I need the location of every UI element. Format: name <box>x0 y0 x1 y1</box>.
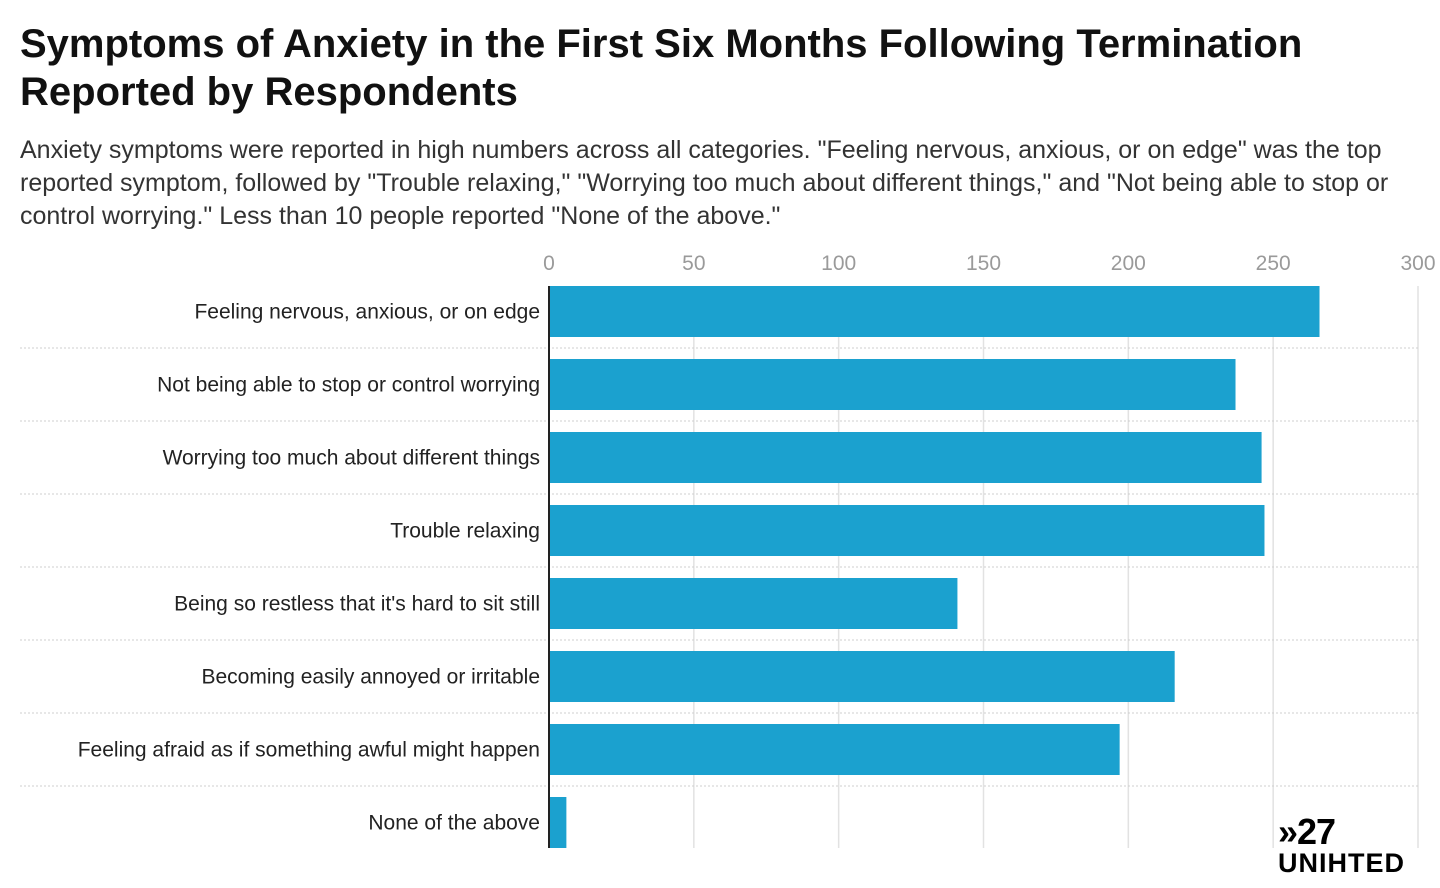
category-label: Not being able to stop or control worryi… <box>157 374 540 397</box>
row-separators <box>20 347 1418 787</box>
bars <box>549 286 1320 848</box>
category-label: Feeling afraid as if something awful mig… <box>78 739 540 762</box>
logo-mark: »27 <box>1278 811 1336 852</box>
x-tick-label-250: 250 <box>1256 252 1291 275</box>
chart-subtitle: Anxiety symptoms were reported in high n… <box>20 136 1389 230</box>
x-axis-ticks: 0 50 100 150 200 250 300 <box>543 252 1435 275</box>
bar <box>549 286 1320 337</box>
bar <box>549 797 567 848</box>
brand-logo: »27 UNIHTED <box>1278 811 1428 879</box>
category-label: Feeling nervous, anxious, or on edge <box>194 301 540 324</box>
category-label: None of the above <box>368 812 540 835</box>
x-tick-label-100: 100 <box>821 252 856 275</box>
bar <box>549 432 1262 483</box>
bar <box>549 505 1265 556</box>
x-tick-label-150: 150 <box>966 252 1001 275</box>
logo-wordmark: UNIHTED <box>1278 848 1405 878</box>
bar <box>549 724 1120 775</box>
bar <box>549 359 1236 410</box>
category-label: Becoming easily annoyed or irritable <box>201 666 540 689</box>
x-tick-label-0: 0 <box>543 252 555 275</box>
x-tick-label-200: 200 <box>1111 252 1146 275</box>
category-label: Trouble relaxing <box>390 520 540 543</box>
chart-title: Symptoms of Anxiety in the First Six Mon… <box>20 22 1303 114</box>
category-label: Worrying too much about different things <box>163 447 540 470</box>
x-tick-label-50: 50 <box>682 252 705 275</box>
x-tick-label-300: 300 <box>1400 252 1435 275</box>
bar <box>549 651 1175 702</box>
bar <box>549 578 958 629</box>
category-label: Being so restless that it's hard to sit … <box>174 593 540 616</box>
category-labels: Feeling nervous, anxious, or on edge Not … <box>78 301 540 835</box>
